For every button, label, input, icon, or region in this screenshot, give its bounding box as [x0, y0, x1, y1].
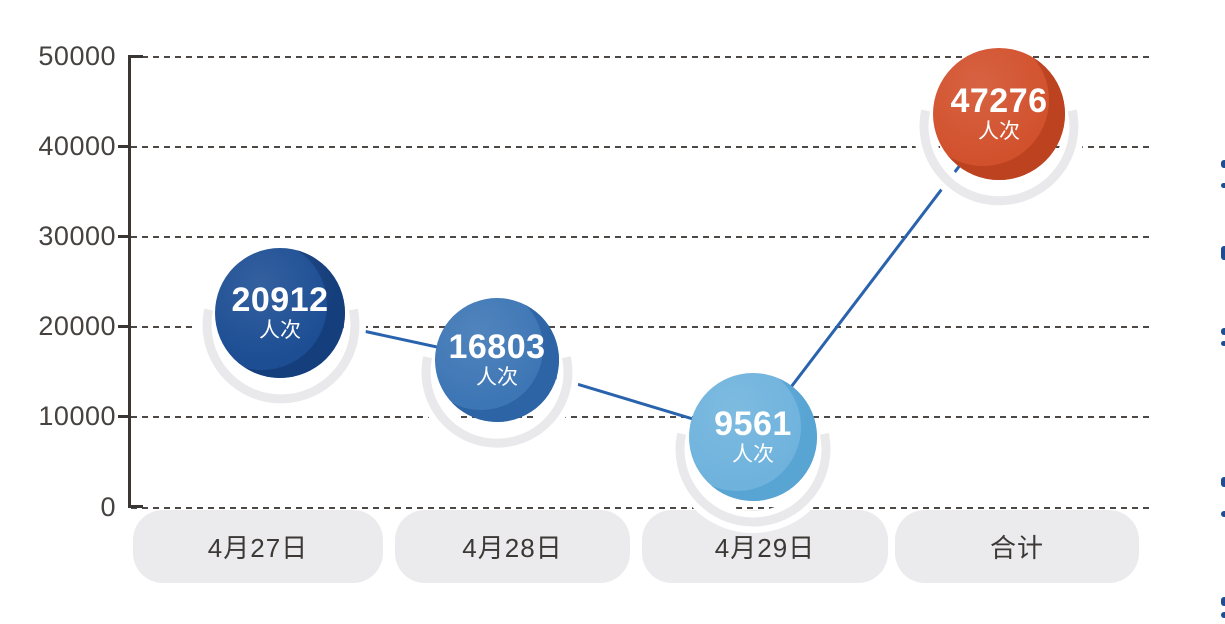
- y-tick-label-0: 0: [100, 492, 116, 522]
- gridline-30000: [131, 236, 1151, 238]
- clipped-right-edge-fragment: [1221, 183, 1225, 188]
- y-axis-line: [128, 55, 131, 508]
- y-tick-label-40000: 40000: [38, 131, 116, 161]
- trend-line: [279, 113, 1001, 439]
- y-axis-bottom-corner: [128, 505, 143, 508]
- y-axis-tick: [118, 235, 131, 238]
- data-point-value: 16803: [448, 328, 546, 367]
- clipped-right-edge-fragment: [1221, 597, 1225, 606]
- data-point-bubble-apr28: 16803 人次: [435, 298, 559, 422]
- data-point-bubble-apr29: 9561 人次: [689, 373, 817, 501]
- data-point-value: 9561: [714, 405, 792, 444]
- gridline-50000: [131, 56, 1151, 58]
- y-axis-tick: [118, 415, 131, 418]
- y-axis-top-corner: [128, 55, 143, 58]
- data-point-unit: 人次: [259, 318, 301, 342]
- clipped-right-edge-fragment: [1221, 341, 1225, 346]
- data-point-bubble-apr27: 20912 人次: [215, 248, 345, 378]
- clipped-right-edge-fragment: [1221, 160, 1225, 168]
- data-point-unit: 人次: [978, 119, 1020, 143]
- gridline-0: [131, 507, 1151, 509]
- y-axis-tick: [118, 325, 131, 328]
- y-tick-label-30000: 30000: [38, 221, 116, 251]
- clipped-right-edge-fragment: [1221, 511, 1225, 517]
- x-category-apr27: 4月27日: [133, 510, 383, 583]
- data-point-value: 47276: [950, 82, 1048, 121]
- x-category-label: 合计: [989, 533, 1044, 563]
- x-category-label: 4月28日: [462, 533, 563, 563]
- y-tick-label-50000: 50000: [38, 41, 116, 71]
- y-tick-label-10000: 10000: [38, 401, 116, 431]
- gridline-10000: [131, 416, 1151, 418]
- x-category-apr28: 4月28日: [395, 510, 630, 583]
- data-point-unit: 人次: [476, 365, 518, 389]
- x-category-apr29: 4月29日: [642, 510, 888, 583]
- x-category-label: 4月27日: [207, 533, 309, 563]
- clipped-right-edge-fragment: [1221, 246, 1225, 260]
- y-tick-label-20000: 20000: [38, 311, 116, 341]
- y-axis-tick: [118, 145, 131, 148]
- clipped-right-edge-fragment: [1221, 477, 1225, 487]
- clipped-right-edge-fragment: [1221, 612, 1225, 618]
- x-category-total: 合计: [895, 510, 1139, 583]
- clipped-right-edge-fragment: [1221, 328, 1225, 335]
- data-point-unit: 人次: [732, 442, 774, 466]
- data-point-value: 20912: [231, 281, 329, 320]
- data-point-bubble-total: 47276 人次: [933, 48, 1065, 180]
- x-category-label: 4月29日: [714, 533, 816, 563]
